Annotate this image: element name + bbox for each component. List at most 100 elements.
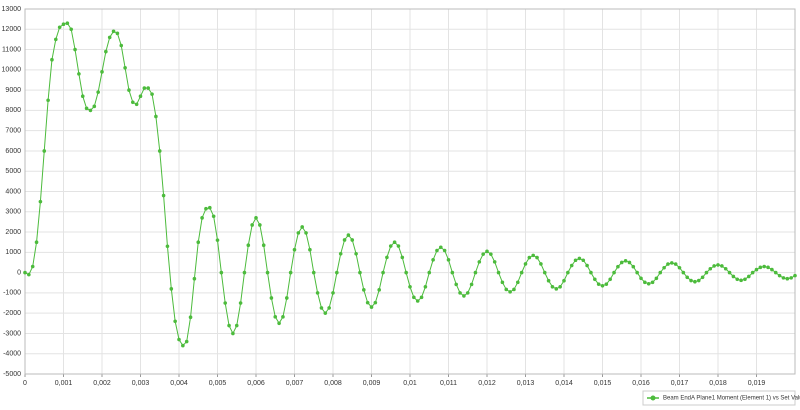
- data-point: [643, 280, 647, 285]
- data-point: [789, 276, 793, 280]
- y-tick-label: 13000: [2, 6, 22, 13]
- data-point: [362, 288, 366, 292]
- data-point: [596, 282, 601, 286]
- data-point: [27, 272, 31, 277]
- data-point: [631, 264, 636, 269]
- data-point: [223, 301, 227, 305]
- data-point: [100, 70, 104, 74]
- data-point: [146, 86, 150, 90]
- data-point: [616, 264, 620, 269]
- data-point: [177, 337, 181, 342]
- data-point: [785, 276, 790, 281]
- x-tick-label: 0,018: [709, 380, 727, 387]
- data-point: [173, 319, 177, 324]
- y-tick-label: 7000: [5, 128, 21, 135]
- data-point: [546, 278, 551, 283]
- data-point: [462, 294, 466, 298]
- data-point: [365, 300, 370, 305]
- x-tick-label: 0,001: [55, 380, 73, 387]
- data-point: [693, 279, 697, 284]
- data-point: [473, 270, 478, 275]
- y-tick-label: 8000: [5, 107, 21, 114]
- data-point: [304, 231, 308, 235]
- data-point: [623, 259, 628, 263]
- y-tick-label: -5000: [3, 371, 21, 378]
- data-point: [30, 264, 35, 269]
- x-tick-label: 0,016: [632, 380, 650, 387]
- x-tick-label: 0,017: [671, 380, 689, 387]
- data-point: [335, 270, 339, 275]
- data-point: [385, 255, 389, 260]
- data-point: [750, 270, 755, 275]
- data-point: [57, 25, 62, 30]
- data-point: [758, 265, 763, 270]
- data-point: [523, 262, 528, 266]
- data-point: [42, 149, 47, 153]
- data-point: [296, 231, 301, 235]
- data-point: [770, 267, 774, 272]
- data-point: [392, 240, 397, 244]
- data-point: [793, 273, 797, 278]
- data-point: [315, 291, 320, 295]
- data-point: [204, 206, 208, 211]
- data-point: [50, 57, 54, 62]
- data-point: [238, 301, 243, 305]
- data-point: [80, 94, 85, 98]
- x-tick-label: 0,008: [324, 380, 342, 387]
- data-point: [88, 108, 93, 113]
- plot-border: [24, 8, 796, 375]
- data-point: [77, 72, 81, 76]
- data-point: [396, 244, 401, 248]
- data-point: [92, 104, 97, 109]
- data-point: [123, 66, 127, 70]
- data-point: [342, 238, 347, 242]
- data-point: [670, 261, 674, 265]
- data-point: [708, 266, 713, 271]
- data-point: [96, 90, 100, 94]
- data-point: [254, 216, 258, 220]
- data-point: [311, 270, 316, 275]
- data-point: [358, 270, 362, 275]
- data-point: [658, 270, 663, 275]
- data-point: [585, 263, 589, 268]
- data-point: [346, 233, 351, 237]
- data-point: [169, 287, 174, 291]
- data-point: [500, 280, 505, 285]
- data-point: [608, 277, 612, 282]
- data-point: [292, 247, 297, 252]
- data-point: [435, 248, 439, 253]
- data-point: [138, 94, 143, 98]
- data-point: [673, 262, 678, 266]
- data-point: [208, 205, 212, 210]
- data-point: [731, 274, 736, 279]
- data-point: [104, 49, 108, 54]
- x-tick-label: 0,004: [170, 380, 188, 387]
- data-point: [481, 252, 485, 256]
- data-point: [450, 270, 455, 275]
- data-point: [300, 225, 305, 229]
- data-point: [589, 270, 593, 275]
- data-point: [211, 214, 216, 219]
- data-point: [762, 264, 766, 269]
- y-tick-label: 9000: [5, 87, 21, 94]
- data-point: [400, 255, 405, 260]
- data-point: [412, 295, 416, 300]
- legend-label: Beam EndA Plane1 Moment (Element 1) vs S…: [663, 396, 800, 402]
- data-point: [781, 276, 786, 280]
- data-point: [288, 270, 293, 275]
- data-point: [650, 280, 655, 285]
- data-point: [258, 223, 262, 227]
- y-tick-label: 12000: [2, 26, 22, 33]
- data-point: [150, 92, 154, 96]
- data-point: [446, 258, 451, 262]
- data-point: [612, 270, 616, 275]
- data-point: [192, 276, 197, 281]
- data-point: [535, 255, 539, 260]
- data-point: [465, 291, 470, 295]
- data-point: [54, 37, 58, 42]
- data-point: [469, 282, 474, 287]
- data-point: [415, 299, 420, 303]
- data-point: [492, 260, 497, 264]
- data-point: [569, 263, 574, 268]
- data-point: [496, 270, 501, 275]
